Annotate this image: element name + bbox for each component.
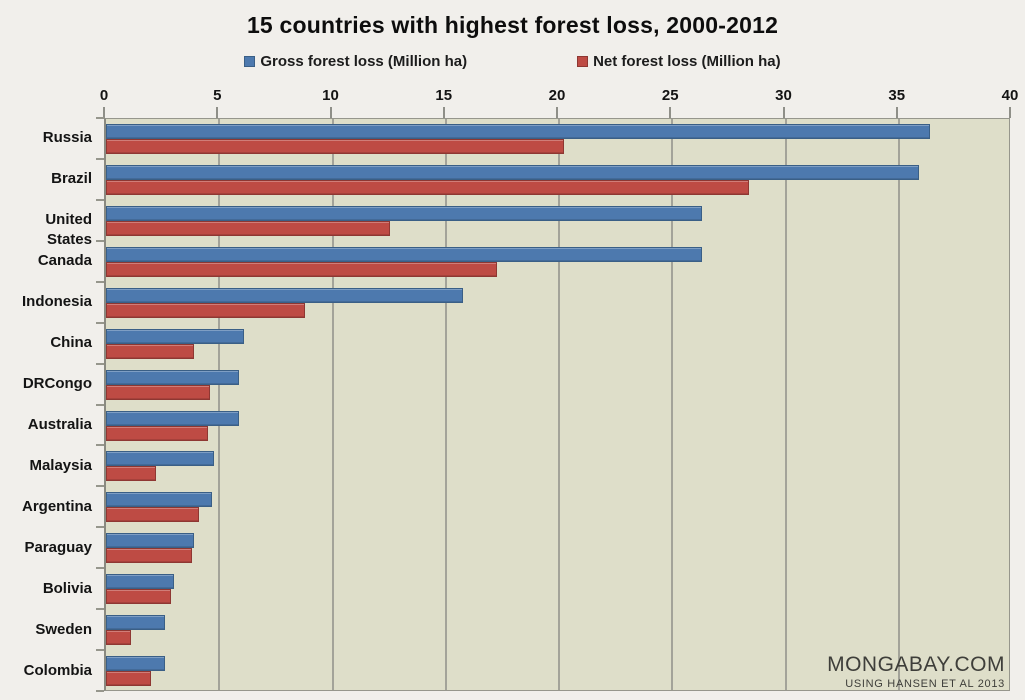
- x-axis-tick-label-10: 10: [322, 87, 339, 104]
- category-label-canada: Canada: [37, 252, 92, 270]
- gridline-10: [331, 119, 334, 690]
- category-label-australia: Australia: [27, 415, 92, 433]
- plot-area: [104, 118, 1010, 691]
- category-boundary-tick: [96, 239, 104, 242]
- bar-gross-china: [106, 328, 244, 344]
- bar-gross-russia: [106, 124, 930, 139]
- bar-gross-canada: [106, 246, 702, 262]
- attribution: MONGABAY.COM USING HANSEN ET AL 2013: [827, 653, 1005, 690]
- bar-net-australia: [106, 425, 208, 441]
- x-axis-tick-label-35: 35: [888, 87, 906, 104]
- bar-gross-indonesia: [106, 287, 463, 303]
- category-label-malaysia: Malaysia: [29, 456, 92, 474]
- x-axis-tick-mark-5: [216, 107, 219, 118]
- bar-gross-united-states: [106, 205, 702, 221]
- x-axis-tick-mark-35: [895, 107, 898, 118]
- x-axis-tick-mark-0: [103, 107, 105, 118]
- x-axis-tick-label-25: 25: [661, 87, 679, 104]
- bar-net-russia: [106, 139, 565, 154]
- bar-net-united-states: [106, 220, 391, 236]
- category-label-colombia: Colombia: [23, 661, 92, 679]
- bar-gross-argentina: [106, 492, 213, 508]
- bar-net-paraguay: [106, 548, 192, 564]
- gross-series-swatch-icon: [244, 56, 256, 67]
- category-label-bolivia: Bolivia: [42, 579, 92, 597]
- category-boundary-tick: [96, 608, 104, 611]
- attribution-dataset: USING HANSEN ET AL 2013: [845, 678, 1005, 690]
- x-axis-tick-label-20: 20: [548, 87, 566, 104]
- legend-label-gross: Gross forest loss (Million ha): [260, 53, 468, 70]
- legend-item-gross: Gross forest loss (Million ha): [244, 53, 467, 70]
- bar-net-canada: [106, 261, 497, 277]
- category-label-drcongo: DRCongo: [22, 375, 92, 393]
- x-axis-tick-label-5: 5: [213, 87, 222, 104]
- category-label-china: China: [50, 334, 92, 352]
- x-axis-tick-mark-20: [556, 107, 558, 118]
- x-axis-tick-label-40: 40: [1001, 87, 1019, 104]
- category-boundary-tick: [96, 321, 104, 324]
- category-boundary-tick: [96, 362, 104, 365]
- category-boundary-tick: [96, 117, 104, 119]
- bar-net-bolivia: [106, 589, 172, 605]
- gridline-35: [897, 119, 900, 690]
- bar-net-china: [106, 343, 195, 359]
- category-boundary-tick: [96, 157, 104, 160]
- category-label-russia: Russia: [42, 129, 92, 147]
- category-boundary-tick: [96, 567, 104, 570]
- attribution-source: MONGABAY.COM: [827, 653, 1005, 676]
- category-label-sweden: Sweden: [35, 620, 92, 638]
- gridline-30: [784, 119, 787, 690]
- gridline-25: [671, 119, 674, 690]
- category-boundary-tick: [96, 198, 104, 201]
- x-axis-tick-mark-15: [442, 107, 445, 118]
- x-axis-tick-mark-10: [329, 107, 332, 118]
- category-label-argentina: Argentina: [21, 497, 92, 515]
- x-axis-tick-mark-30: [782, 107, 785, 118]
- x-axis-tick-label-0: 0: [99, 87, 109, 104]
- gridline-15: [444, 119, 447, 690]
- bar-gross-australia: [106, 410, 240, 426]
- legend-item-net: Net forest loss (Million ha): [577, 53, 781, 70]
- bar-gross-malaysia: [106, 451, 215, 467]
- bar-net-indonesia: [106, 302, 305, 318]
- bar-net-brazil: [106, 179, 750, 195]
- bar-gross-bolivia: [106, 574, 174, 590]
- x-axis-tick-mark-40: [1009, 107, 1011, 118]
- x-axis-tick-mark-25: [669, 107, 672, 118]
- category-boundary-tick: [96, 526, 104, 529]
- x-axis-tick-label-30: 30: [775, 87, 792, 104]
- category-boundary-tick: [96, 485, 104, 488]
- category-label-united-states: United States: [45, 211, 92, 249]
- category-label-brazil: Brazil: [51, 170, 92, 188]
- category-label-indonesia: Indonesia: [21, 293, 92, 311]
- category-boundary-tick: [96, 280, 104, 283]
- net-series-swatch-icon: [577, 56, 589, 67]
- x-axis-tick-label-15: 15: [435, 87, 453, 104]
- category-boundary-tick: [96, 649, 104, 652]
- bar-net-drcongo: [106, 384, 210, 400]
- chart-title: 15 countries with highest forest loss, 2…: [246, 12, 779, 38]
- bar-gross-paraguay: [106, 533, 195, 549]
- bar-gross-sweden: [106, 615, 165, 631]
- gridline-20: [558, 119, 560, 690]
- legend: Gross forest loss (Million ha) Net fores…: [0, 53, 1025, 70]
- legend-label-net: Net forest loss (Million ha): [593, 53, 781, 70]
- category-label-paraguay: Paraguay: [24, 538, 92, 556]
- bar-net-argentina: [106, 507, 199, 523]
- bar-net-sweden: [106, 630, 131, 646]
- category-boundary-tick: [96, 690, 104, 692]
- gridline-5: [218, 119, 221, 690]
- category-boundary-tick: [96, 403, 104, 406]
- bar-gross-colombia: [106, 656, 165, 672]
- bar-gross-drcongo: [106, 369, 240, 385]
- category-boundary-tick: [96, 444, 104, 447]
- bar-net-colombia: [106, 671, 152, 687]
- bar-net-malaysia: [106, 466, 156, 482]
- bar-gross-brazil: [106, 164, 919, 180]
